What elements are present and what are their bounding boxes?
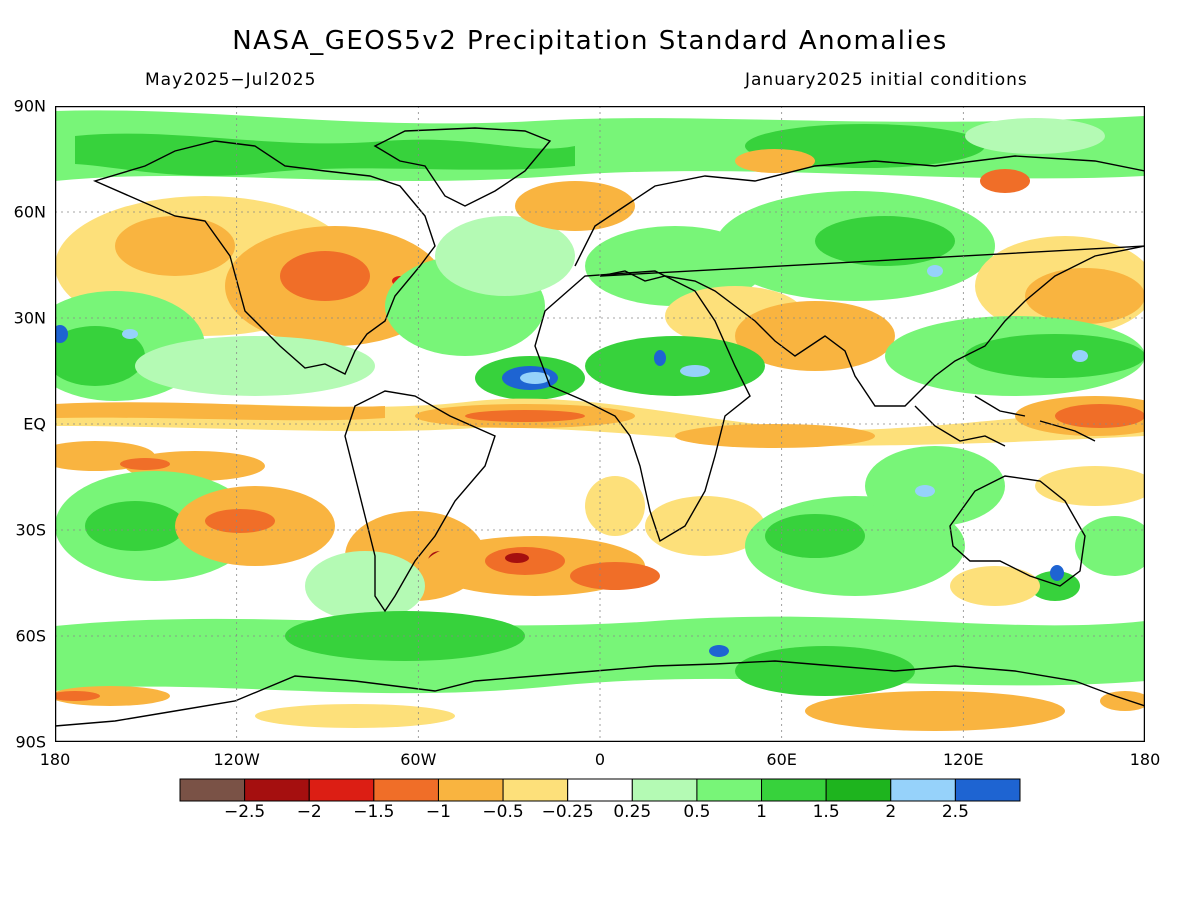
- colorbar-swatch: [308, 778, 375, 802]
- colorbar-tick-label: −1: [425, 802, 451, 822]
- longitude-label: 120E: [943, 750, 984, 769]
- anomaly-map: [55, 106, 1145, 742]
- colorbar-swatch: [890, 778, 956, 802]
- colorbar-tick-label: 0.25: [613, 802, 652, 822]
- colorbar-swatch: [567, 778, 633, 802]
- longitude-label: 120W: [213, 750, 260, 769]
- coastlines: [55, 127, 1145, 727]
- colorbar-swatch: [761, 778, 827, 802]
- latitude-label: 60S: [15, 626, 46, 646]
- colorbar-swatch: [825, 778, 892, 802]
- forecast-period: May2025−Jul2025: [145, 70, 317, 90]
- north-america-coastline: [92, 140, 436, 375]
- colorbar-swatch: [954, 778, 1021, 802]
- colorbar-tick-label: −0.25: [541, 802, 594, 822]
- map-border: [55, 106, 1145, 742]
- equatorial-dry-band: [55, 396, 1145, 481]
- longitude-label: 180: [1129, 750, 1161, 769]
- colorbar-swatch: [502, 778, 569, 802]
- eurasia-mixed-region: [585, 169, 1145, 371]
- latitude-label: 60N: [13, 202, 46, 222]
- latitude-label: EQ: [23, 414, 46, 434]
- colorbar-swatch: [437, 778, 504, 802]
- australia-coastline: [949, 475, 1086, 587]
- longitude-label: 60W: [400, 750, 437, 769]
- arctic-wet-region: [55, 110, 1145, 181]
- colorbar-tick-label: −2.5: [223, 802, 266, 822]
- colorbar-swatch: [631, 778, 698, 802]
- colorbar-swatch: [179, 778, 246, 802]
- map-gridlines: [55, 106, 1145, 742]
- latitude-label: 90S: [15, 732, 46, 752]
- colorbar-tick-label: 0.5: [683, 802, 711, 822]
- southern-hemisphere-region: [55, 446, 1145, 621]
- antarctica-coastline: [55, 660, 1145, 727]
- africa-coastline: [534, 270, 751, 543]
- longitude-label: 60E: [766, 750, 797, 769]
- colorbar-tick-label: −0.5: [482, 802, 524, 822]
- tropical-region: [135, 316, 1145, 400]
- latitude-label: 30S: [15, 520, 46, 540]
- latitude-label: 90N: [13, 96, 46, 116]
- colorbar-tick-label: 1.5: [812, 802, 840, 822]
- longitude-label: 0: [594, 750, 606, 769]
- colorbar-tick-label: 2: [885, 802, 897, 822]
- colorbar-tick-label: −2: [296, 802, 322, 822]
- latitude-label: 30N: [13, 308, 46, 328]
- colorbar-tick-label: 2.5: [941, 802, 969, 822]
- greenland-coastline: [373, 127, 552, 207]
- colorbar-swatch: [373, 778, 439, 802]
- colorbar-swatch: [244, 778, 310, 802]
- colorbar-swatch: [696, 778, 763, 802]
- initial-conditions: January2025 initial conditions: [745, 70, 1028, 90]
- south-america-coastline: [344, 390, 496, 613]
- longitude-label: 180: [39, 750, 71, 769]
- colorbar-tick-label: −1.5: [353, 802, 395, 822]
- chart-title: NASA_GEOS5v2 Precipitation Standard Anom…: [232, 26, 948, 56]
- eurasia-coastline: [574, 155, 1145, 407]
- colorbar-tick-label: 1: [756, 802, 767, 822]
